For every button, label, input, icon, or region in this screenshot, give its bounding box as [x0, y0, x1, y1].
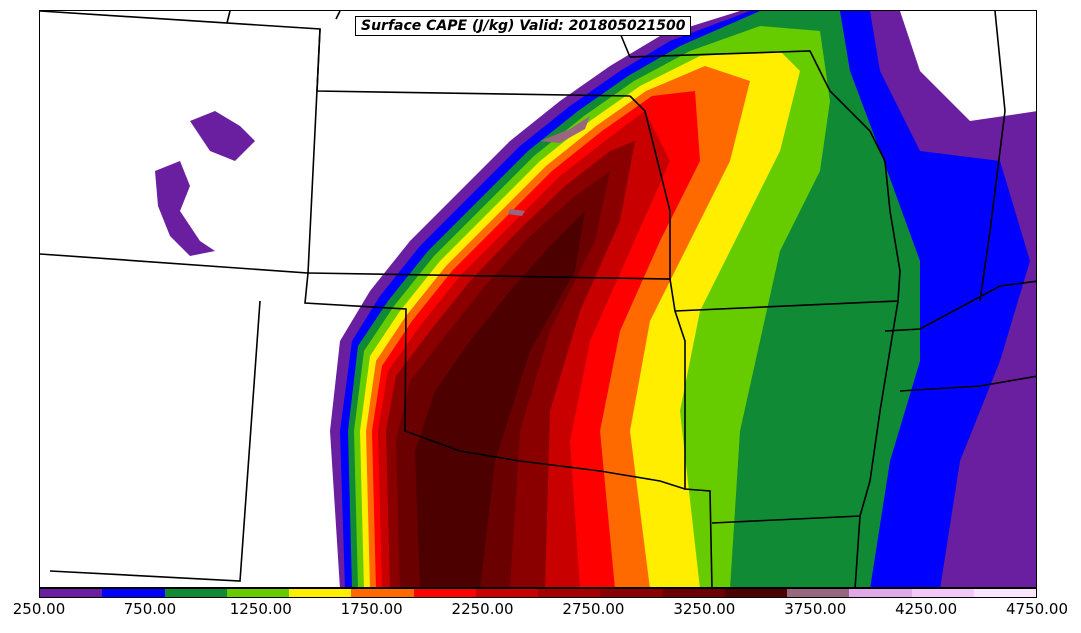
cape-fill	[155, 11, 1036, 587]
colorbar-swatch	[538, 589, 601, 597]
colorbar-ticks: 250.00 750.00 1250.00 1750.00 2250.00 2750.00…	[0, 600, 1081, 628]
colorbar-tick-label: 250.00	[12, 600, 66, 618]
colorbar-swatch	[849, 589, 912, 597]
colorbar-tick-label: 4750.00	[1005, 600, 1069, 618]
colorbar-swatch	[724, 589, 787, 597]
colorbar-swatch	[413, 589, 476, 597]
colorbar-swatch	[973, 589, 1036, 597]
colorbar-swatch	[40, 589, 103, 597]
colorbar-tick-label: 2750.00	[562, 600, 625, 618]
map-title: Surface CAPE (J/kg) Valid: 201805021500	[355, 16, 692, 36]
colorbar-swatch	[289, 589, 352, 597]
colorbar-tick-label: 750.00	[123, 600, 177, 618]
colorbar-tick-label: 3750.00	[784, 600, 847, 618]
cape-map	[40, 11, 1036, 587]
colorbar-tick-label: 3250.00	[673, 600, 736, 618]
colorbar-swatch	[226, 589, 289, 597]
colorbar-swatch	[787, 589, 850, 597]
colorbar-tick-label: 1250.00	[229, 600, 292, 618]
colorbar-swatch	[911, 589, 974, 597]
colorbar	[39, 588, 1037, 598]
state-borders	[40, 11, 1036, 587]
colorbar-swatch	[600, 589, 663, 597]
colorbar-swatch	[662, 589, 725, 597]
colorbar-tick-label: 4250.00	[895, 600, 958, 618]
colorbar-tick-label: 2250.00	[451, 600, 514, 618]
map-panel	[39, 10, 1037, 588]
colorbar-swatch	[475, 589, 538, 597]
colorbar-swatch	[351, 589, 414, 597]
colorbar-tick-label: 1750.00	[340, 600, 403, 618]
colorbar-swatch	[102, 589, 165, 597]
colorbar-swatch	[164, 589, 227, 597]
